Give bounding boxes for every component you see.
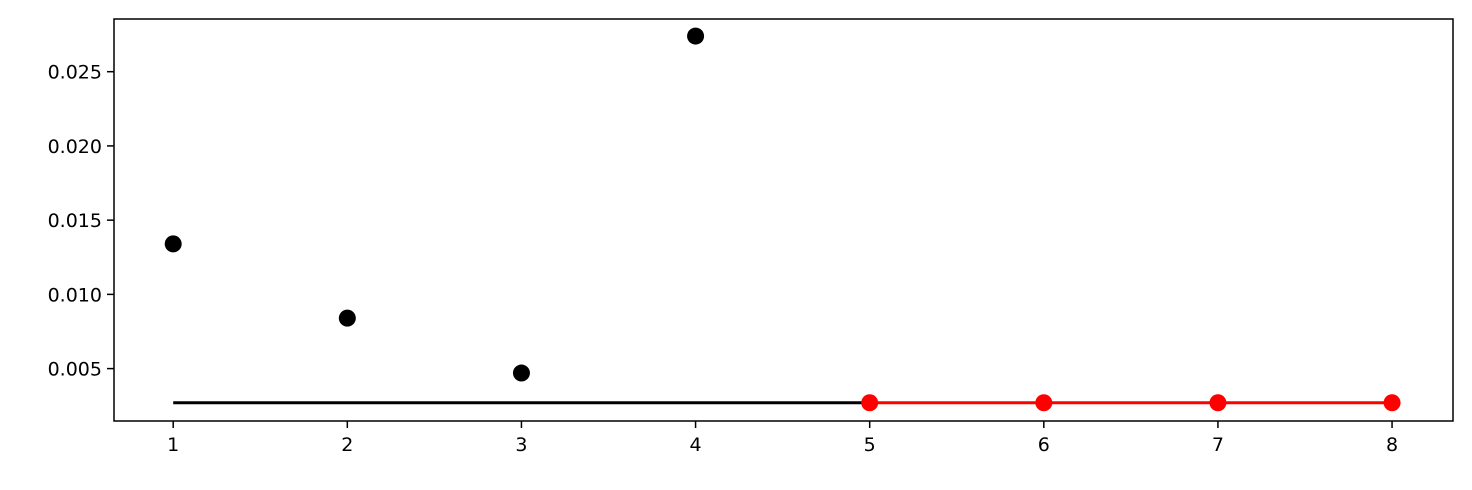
- y-tick-label: 0.025: [48, 62, 102, 84]
- series-layer: [164, 27, 1401, 412]
- data-point: [687, 27, 705, 45]
- data-point: [1035, 394, 1053, 412]
- y-tick-label: 0.015: [48, 210, 102, 232]
- data-point: [1209, 394, 1227, 412]
- data-point: [512, 364, 530, 382]
- x-tick-label: 5: [864, 434, 876, 456]
- data-point: [861, 394, 879, 412]
- x-tick-label: 1: [167, 434, 179, 456]
- x-axis: 1 2 3 4 5 6 7 8: [167, 421, 1398, 456]
- x-tick-label: 3: [515, 434, 527, 456]
- data-point: [1383, 394, 1401, 412]
- x-tick-label: 7: [1212, 434, 1224, 456]
- x-tick-label: 8: [1386, 434, 1398, 456]
- x-tick-label: 6: [1038, 434, 1050, 456]
- y-tick-label: 0.010: [48, 284, 102, 306]
- data-point: [338, 309, 356, 327]
- data-point: [164, 235, 182, 253]
- y-tick-label: 0.005: [48, 359, 102, 381]
- x-tick-label: 2: [341, 434, 353, 456]
- x-tick-label: 4: [690, 434, 702, 456]
- axes-frame: [113, 18, 1454, 422]
- y-tick-label: 0.020: [48, 136, 102, 158]
- y-axis: 0.005 0.010 0.015 0.020 0.025: [48, 62, 114, 381]
